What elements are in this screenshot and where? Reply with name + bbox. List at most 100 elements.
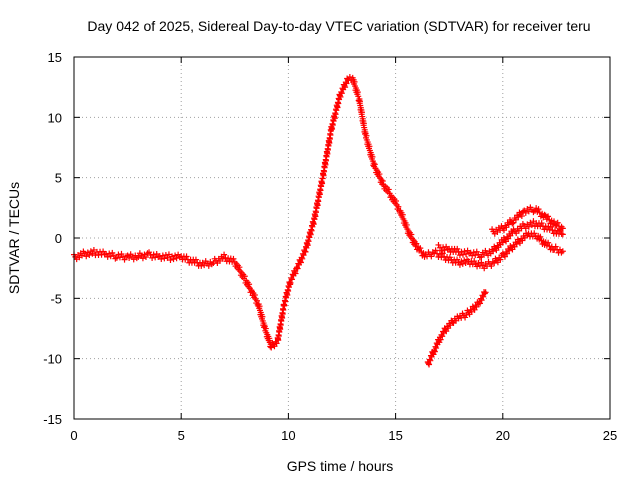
y-tick-label: -10 [43, 352, 62, 367]
data-point [285, 288, 292, 295]
data-point [331, 115, 338, 122]
data-point [273, 340, 280, 347]
y-tick-label: 0 [55, 231, 62, 246]
data-point [100, 248, 107, 255]
data-point [443, 328, 450, 335]
data-point [522, 209, 529, 216]
data-point [477, 300, 484, 307]
data-point [282, 298, 289, 305]
x-tick-label: 25 [603, 428, 617, 443]
data-point [281, 302, 288, 309]
data-point [305, 238, 312, 245]
data-point [126, 255, 133, 262]
data-point [538, 220, 545, 227]
series-top-track [489, 204, 566, 237]
data-point [559, 225, 566, 232]
x-tick-label: 20 [496, 428, 510, 443]
series-main-track [71, 74, 566, 351]
data-point [531, 230, 538, 237]
data-point [319, 180, 326, 187]
x-tick-label: 5 [178, 428, 185, 443]
data-point [454, 256, 461, 263]
data-point [294, 265, 301, 272]
data-point [343, 80, 350, 87]
data-point [241, 273, 248, 280]
y-tick-label: 15 [48, 50, 62, 65]
data-point [417, 245, 424, 252]
data-point [192, 256, 199, 263]
data-point [309, 223, 316, 230]
data-point [221, 251, 228, 258]
data-point [482, 289, 489, 296]
data-point [310, 221, 317, 228]
data-point [509, 220, 516, 227]
data-point [376, 171, 383, 178]
data-series [71, 74, 566, 368]
x-tick-label: 10 [281, 428, 295, 443]
data-point [554, 219, 561, 226]
data-point [313, 209, 320, 216]
data-point [371, 161, 378, 168]
data-point [481, 290, 488, 297]
data-point [317, 187, 324, 194]
y-tick-label: 10 [48, 110, 62, 125]
data-point [316, 191, 323, 198]
data-point [167, 257, 174, 264]
data-point [541, 211, 548, 218]
data-point [459, 260, 466, 267]
data-point [311, 216, 318, 223]
data-point [478, 297, 485, 304]
data-point [449, 319, 456, 326]
data-point [90, 246, 97, 253]
data-point [315, 194, 322, 201]
data-point [315, 198, 322, 205]
data-point [504, 250, 511, 257]
data-point [329, 122, 336, 129]
data-point [522, 225, 529, 232]
data-point [551, 218, 558, 225]
data-point [346, 74, 353, 81]
data-point [334, 104, 341, 111]
data-point [439, 333, 446, 340]
data-point [308, 227, 315, 234]
data-point [433, 345, 440, 352]
data-point [297, 259, 304, 266]
data-point [313, 205, 320, 212]
data-point [183, 253, 190, 260]
chart-title: Day 042 of 2025, Sidereal Day-to-day VTE… [87, 18, 590, 34]
data-point [436, 339, 443, 346]
data-point [559, 248, 566, 255]
data-point [139, 255, 146, 262]
data-point [454, 245, 461, 252]
data-point [230, 255, 237, 262]
data-point [480, 293, 487, 300]
data-point [170, 256, 177, 263]
data-point [385, 186, 392, 193]
data-point [408, 231, 415, 238]
data-point [251, 291, 258, 298]
data-point [335, 100, 342, 107]
data-point [535, 206, 542, 213]
data-point [426, 361, 433, 368]
data-point [437, 336, 444, 343]
data-point [379, 178, 386, 184]
data-point [537, 233, 544, 240]
data-point [236, 264, 243, 271]
data-point [497, 256, 504, 263]
data-point [219, 255, 226, 262]
data-point [304, 242, 311, 249]
x-tick-label: 15 [388, 428, 402, 443]
data-point [205, 262, 212, 269]
data-point [201, 262, 208, 269]
data-point [342, 84, 349, 91]
data-point [299, 255, 306, 262]
data-point [338, 90, 345, 97]
data-point [427, 357, 434, 364]
data-point [431, 348, 438, 355]
data-point [432, 247, 439, 254]
data-point [284, 292, 291, 298]
data-point [246, 281, 253, 288]
data-point [332, 111, 339, 118]
data-point [329, 126, 336, 133]
data-point [488, 263, 495, 270]
